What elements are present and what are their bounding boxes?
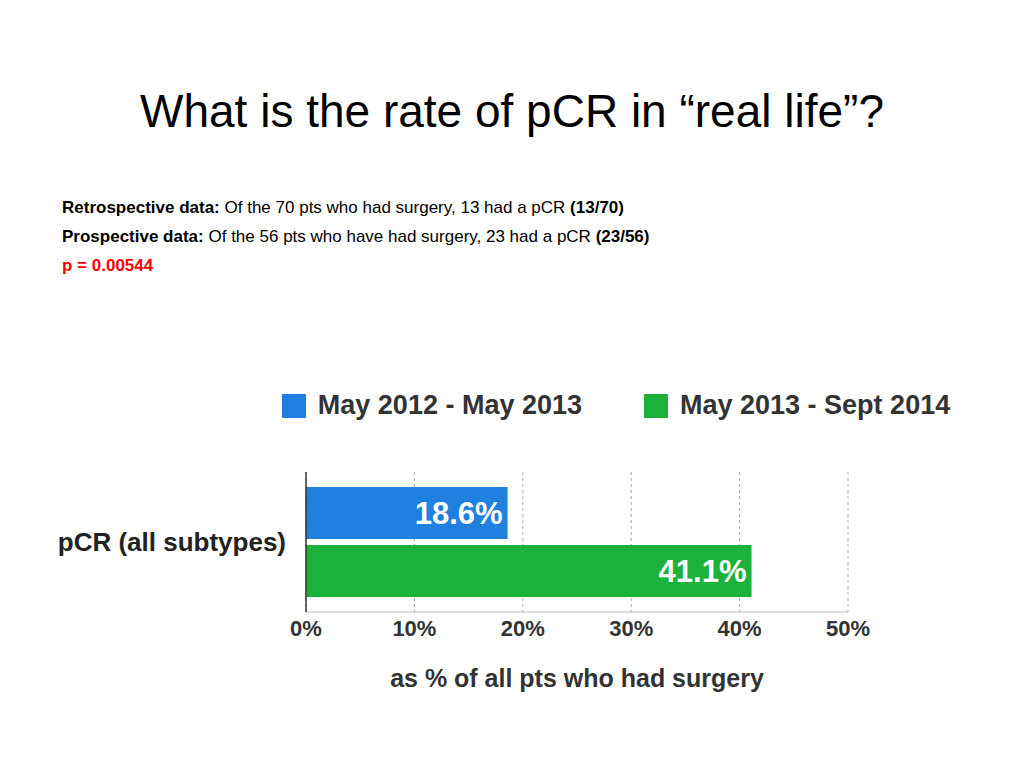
html-text:May 2013 - Sept 2014: May 2013 - Sept 2014 xyxy=(680,390,951,420)
svg-text:40%: 40% xyxy=(718,616,762,641)
svg-text:10%: 10% xyxy=(392,616,436,641)
html-text:What is the rate of pCR in “re: What is the rate of pCR in “real life”? xyxy=(140,85,884,137)
svg-text:18.6%: 18.6% xyxy=(415,496,503,531)
svg-text:pCR (all subtypes): pCR (all subtypes) xyxy=(58,527,286,557)
svg-text:as % of all pts who had surger: as % of all pts who had surgery xyxy=(390,664,764,692)
html-text:Retrospective data: Of the 70: Retrospective data: Of the 70 pts who ha… xyxy=(62,198,624,217)
html-text:Prospective data: Of the 56 pt: Prospective data: Of the 56 pts who have… xyxy=(62,227,650,246)
svg-text:30%: 30% xyxy=(609,616,653,641)
svg-text:0%: 0% xyxy=(290,616,322,641)
svg-text:41.1%: 41.1% xyxy=(659,554,747,589)
html-text:May 2012 - May 2013: May 2012 - May 2013 xyxy=(317,390,582,420)
svg-text:20%: 20% xyxy=(501,616,545,641)
html-text:p = 0.00544: p = 0.00544 xyxy=(62,256,154,275)
svg-text:50%: 50% xyxy=(826,616,870,641)
